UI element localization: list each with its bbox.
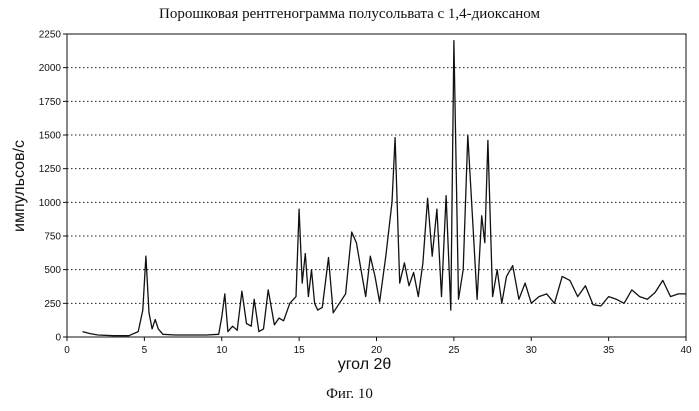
plot-frame bbox=[66, 33, 687, 338]
x-tick-labels: 0 5 10 15 20 25 30 35 40 bbox=[64, 345, 692, 356]
y-tick-label: 750 bbox=[44, 232, 61, 243]
x-tick-label: 0 bbox=[64, 345, 70, 356]
y-tick-label: 1500 bbox=[39, 131, 62, 142]
x-tick-label: 15 bbox=[294, 345, 306, 356]
figure-caption: Фиг. 10 bbox=[326, 386, 373, 402]
y-tick-label: 2000 bbox=[39, 63, 62, 74]
y-tick-label: 1750 bbox=[39, 97, 62, 108]
y-tick-label: 250 bbox=[44, 299, 61, 310]
x-tick-label: 40 bbox=[680, 345, 692, 356]
y-tick-label: 2250 bbox=[39, 30, 62, 41]
y-tick-label: 1250 bbox=[39, 164, 62, 175]
x-axis-label: угол 2θ bbox=[337, 356, 392, 373]
x-tick-label: 30 bbox=[526, 345, 538, 356]
x-tick-label: 5 bbox=[142, 345, 148, 356]
y-tick-label: 500 bbox=[44, 265, 61, 276]
x-tick-label: 10 bbox=[216, 345, 228, 356]
y-tick-labels: 0 250 500 750 1000 1250 1500 1750 2000 2250 bbox=[39, 30, 62, 344]
chart-title: Порошковая рентгенограмма полусольвата с… bbox=[159, 6, 540, 22]
x-tick-label: 25 bbox=[448, 345, 460, 356]
grid-lines bbox=[67, 33, 686, 304]
x-tick-label: 20 bbox=[371, 345, 383, 356]
x-tick-label: 35 bbox=[603, 345, 615, 356]
y-tick-label: 0 bbox=[55, 333, 61, 344]
y-axis-label: импульсов/с bbox=[11, 140, 28, 232]
axes bbox=[63, 33, 687, 341]
y-tick-label: 1000 bbox=[39, 198, 62, 209]
diffraction-line bbox=[82, 40, 686, 337]
